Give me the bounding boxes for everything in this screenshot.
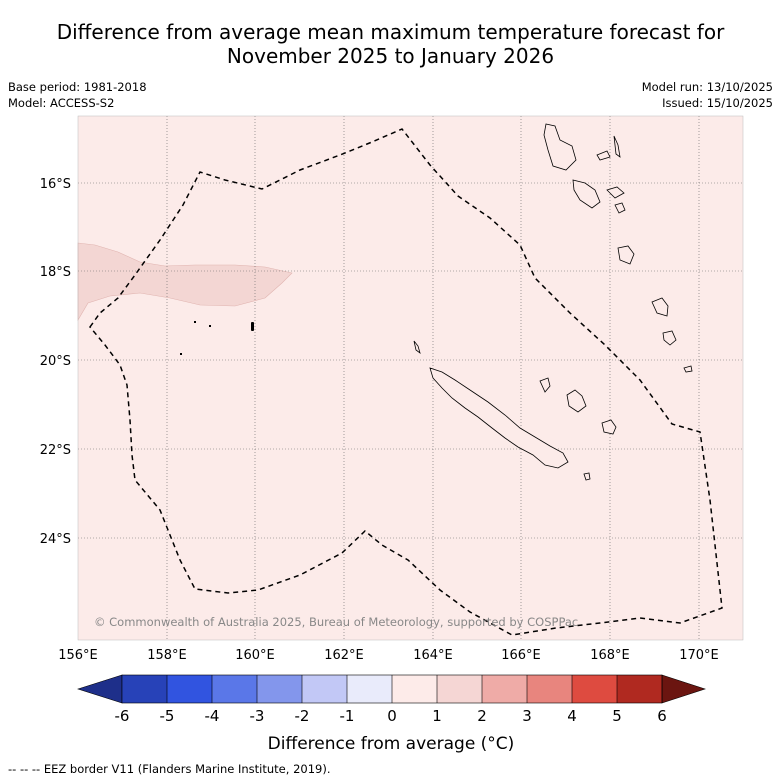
colorbar-extend-low bbox=[77, 674, 123, 704]
colorbar-label: 0 bbox=[387, 707, 397, 725]
erromango-island bbox=[651, 297, 669, 317]
chesterfield-reef-3 bbox=[209, 325, 211, 327]
lifou-island bbox=[566, 389, 587, 413]
isle-of-pines bbox=[583, 472, 591, 481]
longitude-labels: 156°E 158°E 160°E 162°E 164°E 166°E 168°… bbox=[58, 648, 719, 663]
colorbar-bin-5-6 bbox=[617, 675, 662, 703]
new-caledonia bbox=[413, 340, 617, 481]
efate-island bbox=[617, 245, 635, 265]
lon-label-160: 160°E bbox=[235, 648, 275, 663]
colorbar-label: -1 bbox=[340, 707, 355, 725]
colorbar-bin-minus1-0 bbox=[347, 675, 392, 703]
colorbar-bin-1-2 bbox=[437, 675, 482, 703]
chesterfield-reef-2 bbox=[194, 321, 196, 323]
colorbar-label: 3 bbox=[522, 707, 532, 725]
colorbar: -6 -5 -4 -3 -2 -1 0 1 2 3 4 5 6 Differen… bbox=[77, 674, 706, 754]
colorbar-bin-4-5 bbox=[572, 675, 617, 703]
colorbar-bin-minus3-minus2 bbox=[257, 675, 302, 703]
colorbar-bin-minus4-minus3 bbox=[212, 675, 257, 703]
colorbar-label: -4 bbox=[205, 707, 220, 725]
aneityum-island bbox=[683, 365, 693, 373]
tanna-island bbox=[662, 330, 677, 346]
copyright-notice: © Commonwealth of Australia 2025, Bureau… bbox=[94, 615, 578, 629]
epi-island bbox=[614, 202, 626, 214]
lon-label-164: 164°E bbox=[413, 648, 453, 663]
colorbar-label: 5 bbox=[612, 707, 622, 725]
anomaly-region bbox=[77, 242, 293, 322]
lon-label-158: 158°E bbox=[147, 648, 187, 663]
grande-terre-island bbox=[429, 367, 569, 469]
model-run: Model run: 13/10/2025 bbox=[641, 80, 773, 94]
lat-label-22s: 22°S bbox=[40, 443, 71, 458]
lon-label-170: 170°E bbox=[679, 648, 719, 663]
colorbar-label: 6 bbox=[657, 707, 667, 725]
lon-label-166: 166°E bbox=[501, 648, 541, 663]
lon-label-156: 156°E bbox=[58, 648, 98, 663]
espiritu-santo-island bbox=[543, 123, 577, 171]
model-name: Model: ACCESS-S2 bbox=[8, 96, 115, 110]
mare-island bbox=[601, 419, 617, 435]
map-background bbox=[78, 116, 743, 640]
colorbar-bin-minus5-minus4 bbox=[167, 675, 212, 703]
colorbar-title: Difference from average (°C) bbox=[268, 734, 515, 754]
chesterfield-islands bbox=[180, 321, 254, 355]
colorbar-bin-0-1 bbox=[392, 675, 437, 703]
colorbar-extend-high bbox=[661, 674, 706, 704]
map-frame bbox=[77, 115, 744, 641]
colorbar-label: -6 bbox=[115, 707, 130, 725]
chesterfield-reef-4 bbox=[180, 353, 182, 355]
colorbar-bin-minus2-minus1 bbox=[302, 675, 347, 703]
colorbar-label: -5 bbox=[160, 707, 175, 725]
colorbar-label: 1 bbox=[432, 707, 442, 725]
base-period: Base period: 1981-2018 bbox=[8, 80, 147, 94]
colorbar-label: 2 bbox=[477, 707, 487, 725]
lat-label-18s: 18°S bbox=[40, 265, 71, 280]
eez-border bbox=[89, 128, 723, 636]
malakula-island bbox=[572, 179, 601, 209]
colorbar-label: -3 bbox=[250, 707, 265, 725]
ambrym-island bbox=[606, 186, 625, 199]
ambae-island bbox=[596, 150, 611, 161]
graticule bbox=[78, 116, 743, 640]
colorbar-bin-3-4 bbox=[527, 675, 572, 703]
lat-label-24s: 24°S bbox=[40, 532, 71, 547]
maewo-island bbox=[613, 135, 621, 158]
meta-left: Base period: 1981-2018 Model: ACCESS-S2 bbox=[8, 79, 147, 111]
latitude-labels: 16°S 18°S 20°S 22°S 24°S bbox=[40, 177, 71, 547]
colorbar-bin-minus6-minus5 bbox=[122, 675, 167, 703]
vanuatu bbox=[543, 123, 693, 373]
footnote: -- -- -- EEZ border V11 (Flanders Marine… bbox=[8, 762, 331, 776]
lon-label-168: 168°E bbox=[590, 648, 630, 663]
chesterfield-reef-1 bbox=[251, 322, 254, 331]
belep-island bbox=[413, 340, 421, 355]
lon-label-162: 162°E bbox=[324, 648, 364, 663]
colorbar-label: -2 bbox=[295, 707, 310, 725]
lat-label-16s: 16°S bbox=[40, 177, 71, 192]
colorbar-dividers bbox=[166, 675, 618, 703]
map-title: Difference from average mean maximum tem… bbox=[0, 20, 781, 68]
colorbar-label: 4 bbox=[567, 707, 577, 725]
title-line-1: Difference from average mean maximum tem… bbox=[56, 20, 725, 44]
colorbar-bin-2-3 bbox=[482, 675, 527, 703]
colorbar-labels: -6 -5 -4 -3 -2 -1 0 1 2 3 4 5 6 bbox=[115, 707, 667, 725]
issued-date: Issued: 15/10/2025 bbox=[662, 96, 773, 110]
meta-right: Model run: 13/10/2025 Issued: 15/10/2025 bbox=[642, 79, 773, 111]
title-line-2: November 2025 to January 2026 bbox=[226, 44, 555, 68]
ouvea-island bbox=[539, 377, 551, 393]
lat-label-20s: 20°S bbox=[40, 354, 71, 369]
